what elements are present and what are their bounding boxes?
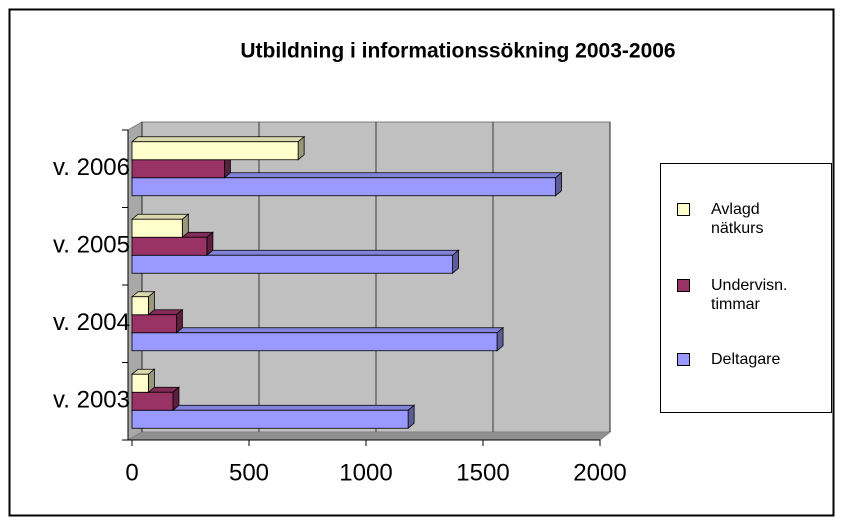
bar — [130, 326, 505, 352]
bar-front — [131, 141, 299, 161]
bar — [130, 213, 190, 239]
legend-label: Undervisn. timmar — [711, 277, 788, 313]
bar-front — [131, 332, 498, 352]
bar — [130, 171, 563, 197]
bar-top — [130, 213, 190, 220]
legend-swatch — [677, 279, 690, 292]
x-tick-label: 2000 — [573, 459, 626, 486]
bar — [130, 404, 416, 430]
bar — [130, 290, 156, 316]
chart-title: Utbildning i informationssökning 2003-20… — [240, 40, 675, 63]
legend-label: Avlagd nätkurs — [711, 201, 764, 237]
bar — [130, 249, 460, 275]
floor — [126, 431, 612, 441]
legend: Avlagd nätkurs Undervisn. timmar Deltagare — [660, 163, 832, 413]
bar-front — [131, 159, 225, 179]
legend-label: Deltagare — [711, 351, 781, 368]
x-tick-label: 500 — [229, 459, 269, 486]
x-tick-label: 0 — [125, 459, 138, 486]
bar-top — [130, 136, 306, 143]
bar — [130, 308, 184, 334]
legend-swatch — [677, 353, 690, 366]
y-tick-label: v. 2005 — [53, 232, 130, 259]
x-tick-label: 1000 — [339, 459, 392, 486]
bar-top — [130, 327, 505, 334]
legend-swatch — [677, 203, 690, 216]
y-tick-label: v. 2006 — [53, 154, 130, 181]
y-tick-label: v. 2004 — [53, 309, 130, 336]
bar — [130, 368, 156, 394]
bar-front — [131, 314, 177, 334]
bar-front — [131, 236, 208, 256]
bar-front — [131, 218, 183, 238]
bar-front — [131, 254, 453, 274]
x-tick-label: 1500 — [456, 459, 509, 486]
bar-front — [131, 373, 149, 393]
bar-front — [131, 391, 174, 411]
bar — [130, 135, 306, 161]
y-tick-label: v. 2003 — [53, 387, 130, 414]
bar-front — [131, 296, 149, 316]
bar-front — [131, 177, 556, 197]
bar-front — [131, 409, 409, 429]
